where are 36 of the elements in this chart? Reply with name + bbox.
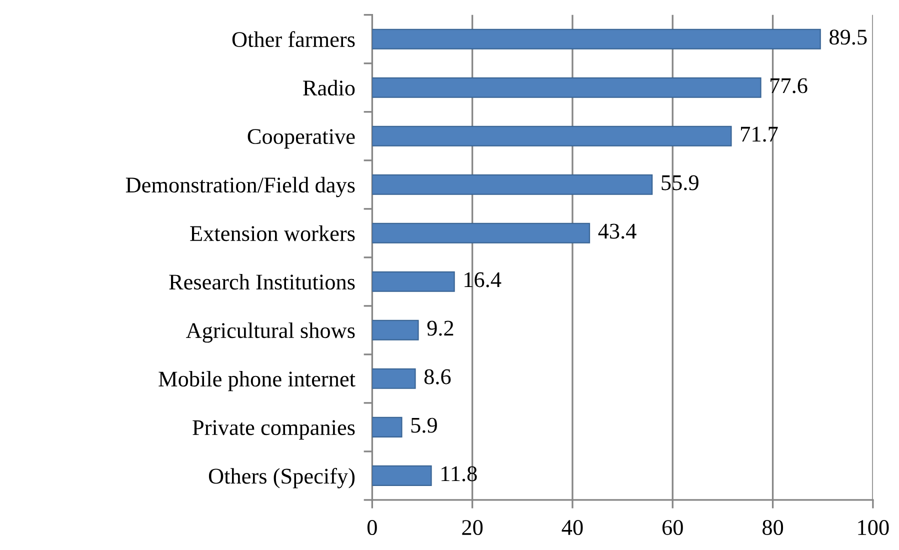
bar bbox=[372, 416, 402, 438]
data-label: 71.7 bbox=[741, 126, 778, 142]
bar bbox=[372, 465, 432, 486]
y-tick-label: Extension workers bbox=[190, 225, 355, 242]
y-tick-label: Other farmers bbox=[232, 31, 355, 48]
y-tick-label: Research Institutions bbox=[169, 274, 355, 290]
y-tick-label: Demonstration/Field days bbox=[126, 176, 355, 198]
x-tick-label: 0 bbox=[367, 520, 377, 536]
data-label: 16.4 bbox=[464, 272, 502, 288]
y-tick-label: Agricultural shows bbox=[186, 322, 355, 343]
data-label: 43.4 bbox=[598, 224, 636, 239]
data-label: 9.2 bbox=[427, 320, 454, 336]
data-label: 77.6 bbox=[770, 78, 808, 94]
y-tick-label: Others (Specify) bbox=[208, 468, 355, 488]
data-label: 89.5 bbox=[830, 30, 867, 45]
data-label: 8.6 bbox=[424, 369, 451, 384]
x-tick-label: 80 bbox=[762, 520, 784, 536]
y-tick-label: Cooperative bbox=[248, 129, 355, 149]
bar bbox=[372, 320, 419, 340]
x-tick-label: 40 bbox=[562, 520, 583, 536]
x-tick-label: 20 bbox=[462, 520, 483, 536]
data-label: 55.9 bbox=[662, 175, 698, 190]
bar bbox=[372, 126, 732, 146]
x-tick-label: 100 bbox=[858, 520, 889, 536]
y-tick-label: Radio bbox=[303, 80, 355, 96]
data-label: 5.9 bbox=[411, 418, 437, 433]
bar bbox=[372, 222, 590, 244]
bar bbox=[372, 368, 416, 389]
bar bbox=[372, 28, 821, 50]
data-label: 11.8 bbox=[442, 466, 477, 482]
y-tick-label: Private companies bbox=[192, 420, 355, 440]
bar bbox=[372, 77, 762, 98]
x-tick-label: 60 bbox=[662, 520, 683, 536]
y-tick-label: Mobile phone internet bbox=[158, 370, 356, 392]
bar bbox=[372, 271, 455, 292]
bar bbox=[372, 174, 653, 195]
